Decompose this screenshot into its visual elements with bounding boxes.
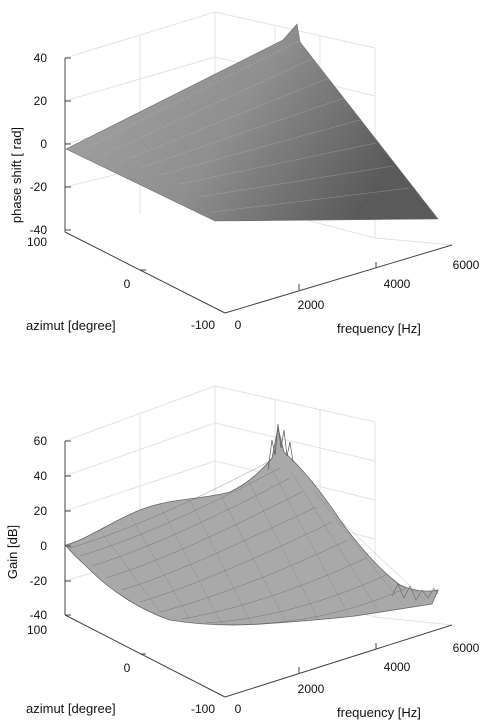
- phase-y-tick: 0: [124, 277, 131, 291]
- phase-x-tick: 2000: [298, 298, 325, 312]
- gain-y-tick: 0: [124, 661, 131, 675]
- phase-axes: [64, 57, 453, 314]
- phase-x-label: frequency [Hz]: [337, 321, 421, 336]
- gain-x-label: frequency [Hz]: [337, 705, 421, 720]
- gain-y-tick: -100: [191, 702, 215, 716]
- gain-plot: 60 40 20 0 -20 -40 100 0 -100 0 2000 400…: [5, 385, 480, 720]
- gain-z-tick: 20: [34, 504, 48, 518]
- gain-z-label: Gain [dB]: [5, 525, 20, 579]
- gain-x-tick: 2000: [298, 682, 325, 696]
- phase-surface: [65, 23, 439, 222]
- gain-x-tick: 0: [235, 702, 242, 716]
- phase-y-label: azimut [degree]: [26, 318, 116, 333]
- phase-z-tick: -20: [30, 180, 48, 194]
- phase-z-tick: 20: [34, 94, 48, 108]
- gain-z-tick: 40: [34, 469, 48, 483]
- gain-z-tick: 60: [34, 434, 48, 448]
- gain-surface: [65, 423, 439, 626]
- gain-x-tick: 4000: [384, 660, 411, 674]
- gain-y-tick: 100: [27, 623, 47, 637]
- phase-plot: 40 20 0 -20 -40 100 0 -100 0 2000 4000 6…: [9, 11, 480, 336]
- phase-z-tick: -40: [30, 223, 48, 237]
- gain-z-tick: -40: [30, 608, 48, 622]
- gain-z-tick: -20: [30, 574, 48, 588]
- phase-x-tick: 4000: [384, 277, 411, 291]
- phase-x-tick: 6000: [453, 258, 480, 272]
- phase-z-tick: 0: [40, 137, 47, 151]
- gain-x-tick: 6000: [453, 641, 480, 655]
- phase-z-tick: 40: [34, 51, 48, 65]
- gain-z-tick: 0: [40, 539, 47, 553]
- phase-y-tick: 100: [27, 235, 47, 249]
- phase-y-tick: -100: [191, 318, 215, 332]
- gain-axes: [64, 440, 453, 698]
- phase-z-label: phase shift [ rad]: [9, 127, 24, 223]
- phase-x-tick: 0: [235, 318, 242, 332]
- gain-y-label: azimut [degree]: [26, 701, 116, 716]
